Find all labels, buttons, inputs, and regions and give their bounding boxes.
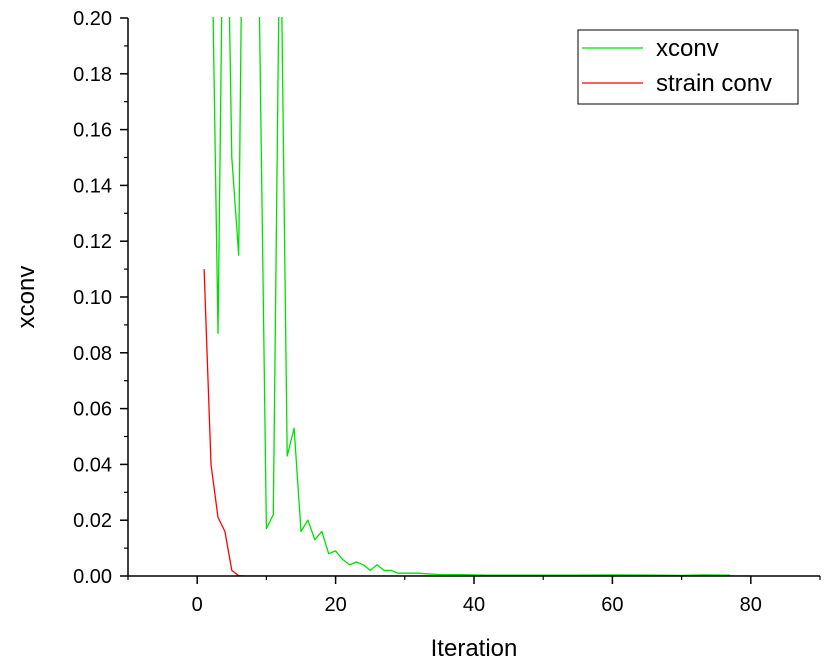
x-tick-label: 0 — [192, 594, 203, 616]
y-tick-label: 0.20 — [73, 8, 112, 30]
y-tick-label: 0.04 — [73, 454, 112, 476]
legend-box — [577, 29, 799, 105]
series-line-xconv — [212, 17, 731, 576]
y-tick-label: 0.00 — [73, 566, 112, 588]
x-tick-label: 60 — [601, 594, 623, 616]
y-tick-label: 0.02 — [73, 510, 112, 532]
legend-label-strain-conv: strain conv — [656, 70, 772, 97]
y-tick-label: 0.10 — [73, 287, 112, 309]
y-axis-ticks: 0.00 0.02 0.04 0.06 0.08 0.10 0.12 0.14 0.16 0.18… — [73, 8, 128, 588]
legend: xconv strain conv — [577, 29, 799, 105]
y-tick-label: 0.18 — [73, 64, 112, 86]
x-tick-label: 80 — [740, 594, 762, 616]
y-tick-label: 0.08 — [73, 343, 112, 365]
x-tick-label: 20 — [324, 594, 346, 616]
y-tick-label: 0.06 — [73, 399, 112, 421]
x-axis-ticks: 0 20 40 60 80 — [127, 576, 821, 616]
x-tick-label: 40 — [463, 594, 485, 616]
legend-label-xconv: xconv — [656, 35, 719, 62]
y-axis-title: xconv — [13, 266, 40, 329]
y-tick-label: 0.12 — [73, 231, 112, 253]
x-axis-title: Iteration — [431, 635, 518, 662]
y-tick-label: 0.14 — [73, 175, 112, 197]
y-tick-label: 0.16 — [73, 120, 112, 142]
